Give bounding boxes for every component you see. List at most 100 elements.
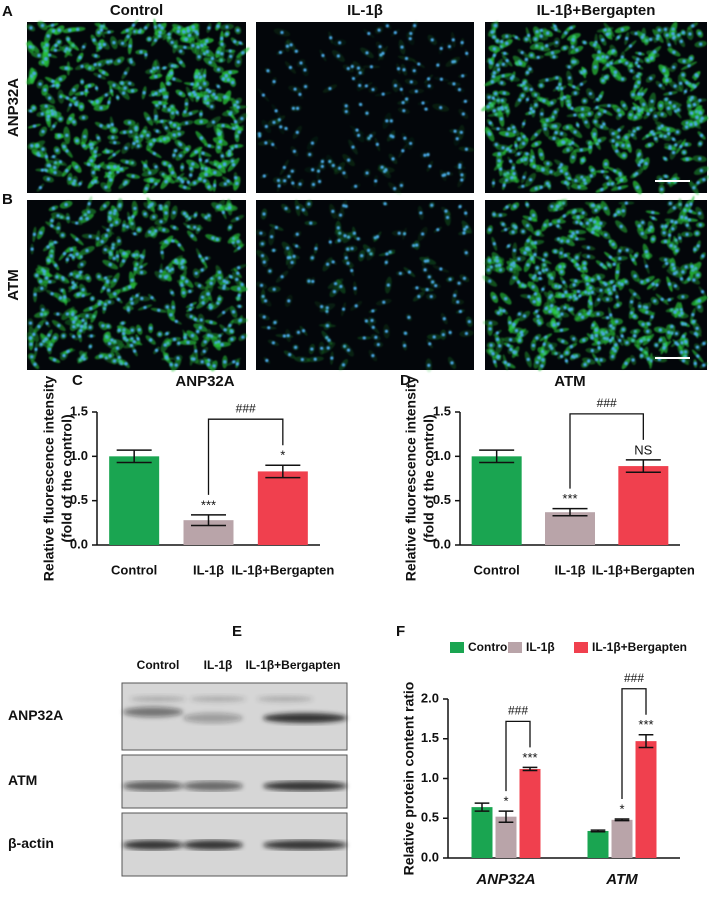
nucleus	[650, 226, 653, 229]
nucleus	[701, 290, 704, 293]
nucleus	[124, 181, 127, 184]
nucleus	[170, 72, 173, 75]
nucleus	[673, 310, 676, 313]
nucleus	[677, 108, 680, 111]
significance-label: NS	[634, 442, 652, 457]
nucleus	[458, 88, 461, 91]
nucleus	[95, 87, 98, 90]
nucleus	[143, 212, 146, 215]
nucleus	[122, 332, 125, 335]
nucleus	[574, 92, 577, 95]
nucleus	[345, 104, 348, 107]
nucleus	[165, 332, 168, 335]
nucleus	[493, 109, 496, 112]
nucleus	[591, 279, 594, 282]
nucleus	[99, 355, 102, 358]
nucleus	[228, 226, 231, 229]
nucleus	[56, 312, 59, 315]
nucleus	[163, 66, 166, 69]
nucleus	[449, 331, 452, 334]
nucleus	[293, 88, 296, 91]
y-tick-label: 1.0	[433, 448, 451, 463]
nucleus	[673, 272, 676, 275]
nucleus	[195, 75, 198, 78]
nucleus	[440, 78, 443, 81]
nucleus	[92, 38, 95, 41]
nucleus	[589, 302, 592, 305]
micrograph	[256, 20, 475, 197]
nucleus	[327, 346, 330, 349]
nucleus	[541, 358, 544, 361]
nucleus	[505, 42, 508, 45]
nucleus	[321, 160, 324, 163]
nucleus	[672, 151, 675, 154]
nucleus	[696, 273, 699, 276]
nucleus	[228, 152, 231, 155]
nucleus	[165, 356, 168, 359]
nucleus	[591, 336, 594, 339]
nucleus	[522, 142, 525, 145]
nucleus	[673, 105, 676, 108]
nucleus	[659, 338, 662, 341]
nucleus	[394, 31, 397, 34]
nucleus	[428, 275, 431, 278]
nucleus	[490, 344, 493, 347]
nucleus	[131, 89, 134, 92]
nucleus	[57, 324, 60, 327]
nucleus	[225, 74, 228, 77]
nucleus	[526, 98, 529, 101]
nucleus	[634, 275, 637, 278]
nucleus	[206, 292, 209, 295]
nucleus	[367, 32, 370, 35]
nucleus	[89, 326, 92, 329]
nucleus	[194, 213, 197, 216]
nucleus	[66, 258, 69, 261]
nucleus	[554, 125, 557, 128]
nucleus	[154, 75, 157, 78]
nucleus	[221, 124, 224, 127]
nucleus	[391, 157, 394, 160]
micrograph	[25, 196, 248, 374]
nucleus	[167, 82, 170, 85]
nucleus	[673, 206, 676, 209]
nucleus	[107, 31, 110, 34]
nucleus	[568, 76, 571, 79]
nucleus	[153, 152, 156, 155]
nucleus	[99, 46, 102, 49]
nucleus	[288, 353, 291, 356]
nucleus	[267, 326, 270, 329]
nucleus	[279, 51, 282, 54]
nucleus	[58, 29, 61, 32]
nucleus	[65, 203, 68, 206]
nucleus	[400, 184, 403, 187]
nucleus	[612, 347, 615, 350]
nucleus	[237, 106, 240, 109]
nucleus	[417, 295, 420, 298]
nucleus	[79, 271, 82, 274]
blot-strip	[122, 755, 347, 808]
nucleus	[59, 78, 62, 81]
nucleus	[621, 28, 624, 31]
nucleus	[143, 306, 146, 309]
nucleus	[456, 137, 459, 140]
nucleus	[297, 331, 300, 334]
nucleus	[72, 320, 75, 323]
nucleus	[601, 38, 604, 41]
nucleus	[551, 51, 554, 54]
nucleus	[671, 227, 674, 230]
nucleus	[294, 346, 297, 349]
nucleus	[150, 296, 153, 299]
nucleus	[56, 214, 59, 217]
nucleus	[113, 257, 116, 260]
nucleus	[384, 168, 387, 171]
nucleus	[153, 139, 156, 142]
nucleus	[624, 362, 627, 365]
nucleus	[192, 358, 195, 361]
nucleus	[106, 150, 109, 153]
nucleus	[62, 334, 65, 337]
nucleus	[523, 314, 526, 317]
nucleus	[505, 205, 508, 208]
nucleus	[439, 267, 442, 270]
nucleus	[560, 329, 563, 332]
